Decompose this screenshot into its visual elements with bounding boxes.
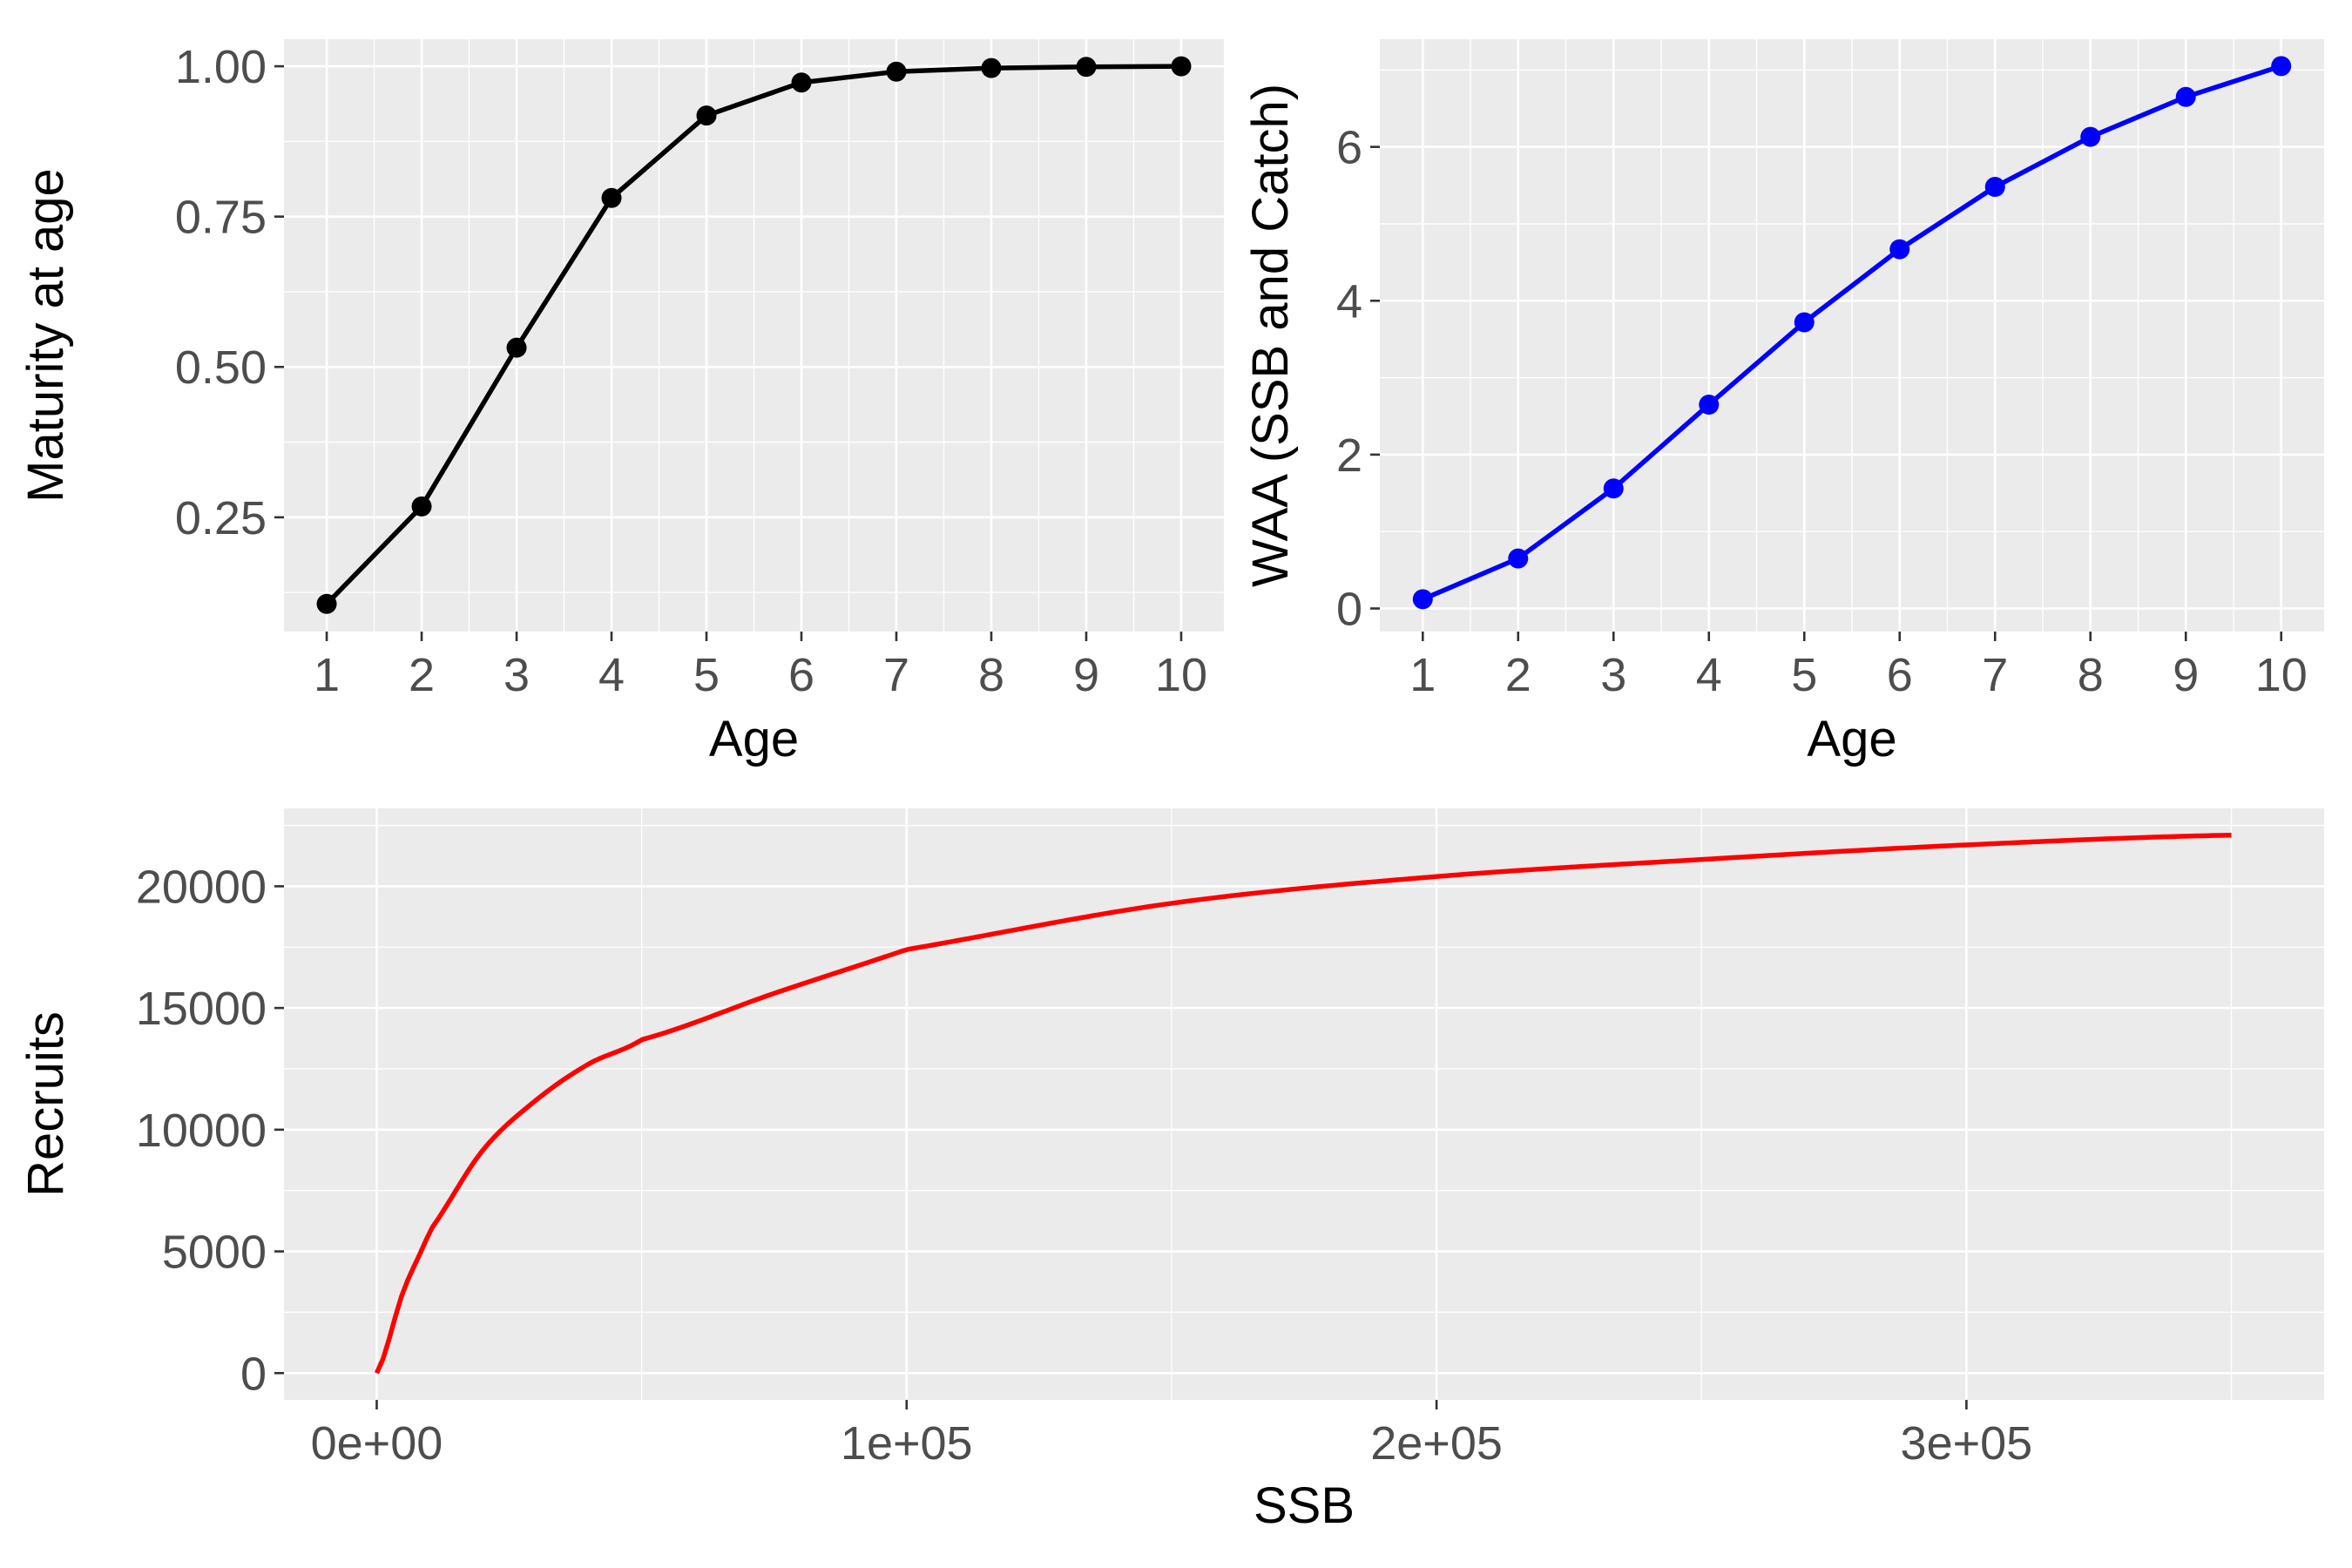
x-tick-label: 8 [978,649,1004,701]
panel-waa: 1 2 3 4 5 6 7 8 9 10 0 2 4 6 Age WAA (SSB and Catch) [1242,39,2324,767]
x-tick-label: 5 [693,649,720,701]
x-axis-title: Age [1807,711,1896,767]
y-axis-title: WAA (SSB and Catch) [1242,84,1299,587]
x-axis-title: Age [709,711,799,767]
data-point [1603,478,1624,499]
data-point [1794,312,1815,333]
x-tick-label: 2 [1505,649,1531,701]
panel-maturity-axes: 1 2 3 4 5 6 7 8 9 10 0.25 0.50 0.75 1.00 Age Maturity a… [17,41,1207,767]
panel-maturity-series [316,56,1192,614]
y-tick-label: 0 [1336,584,1362,636]
y-tick-label: 20000 [136,861,267,913]
x-tick-label: 5 [1791,649,1817,701]
x-tick-label: 2e+05 [1370,1417,1503,1470]
y-tick-label: 0.25 [175,492,267,544]
x-tick-label: 6 [788,649,814,701]
data-point [1171,56,1192,77]
y-tick-label: 2 [1336,429,1362,482]
y-tick-label: 6 [1336,122,1362,174]
data-point [981,57,1002,78]
series-line [325,64,1181,606]
y-tick-label: 0.50 [175,341,267,394]
data-point [1076,57,1097,78]
y-tick-label: 0.75 [175,192,267,244]
series-line [1422,64,2282,602]
data-point [886,61,907,82]
x-tick-label: 7 [1982,649,2008,701]
panel-waa-series [1412,56,2292,610]
data-point [2271,56,2292,77]
x-tick-label: 1 [314,649,340,701]
series-line [374,832,2232,1375]
data-point [2175,86,2196,107]
data-point [696,105,717,126]
x-tick-label: 7 [883,649,909,701]
x-tick-label: 1 [1409,649,1436,701]
x-tick-label: 9 [1073,649,1099,701]
data-point [1699,394,1720,415]
y-tick-label: 4 [1336,275,1362,328]
x-tick-label: 0e+00 [311,1417,443,1470]
data-point [506,337,527,358]
x-tick-label: 10 [2255,649,2308,701]
panel-recruitment: 0e+00 1e+05 2e+05 3e+05 0 5000 10000 15000 20000… [17,808,2324,1534]
panel-recruitment-series [374,832,2232,1375]
data-point [791,72,812,93]
y-tick-label: 10000 [136,1105,267,1157]
data-point [1412,589,1433,610]
x-tick-label: 3e+05 [1901,1417,2033,1470]
x-tick-label: 4 [598,649,625,701]
x-tick-label: 9 [2173,649,2199,701]
panel-waa-axes: 1 2 3 4 5 6 7 8 9 10 0 2 4 6 Age WAA (SSB and Catch) [1242,84,2308,767]
panel-waa-grid [1380,39,2324,632]
x-tick-label: 4 [1696,649,1722,701]
x-tick-label: 3 [504,649,530,701]
y-tick-label: 5000 [162,1227,267,1279]
y-tick-label: 0 [240,1348,267,1400]
x-tick-label: 8 [2078,649,2104,701]
data-point [1984,177,2005,198]
x-tick-label: 10 [1155,649,1207,701]
panel-recruitment-background [284,808,2324,1400]
y-axis-title: Maturity at age [17,168,74,503]
panel-maturity-grid [284,39,1224,632]
panel-recruitment-grid [284,808,2324,1400]
data-point [1508,548,1529,569]
x-tick-label: 3 [1600,649,1626,701]
x-tick-label: 6 [1887,649,1913,701]
data-point [316,593,337,614]
x-tick-label: 2 [409,649,435,701]
y-tick-label: 1.00 [175,41,267,93]
panel-maturity: 1 2 3 4 5 6 7 8 9 10 0.25 0.50 0.75 1.00 Age Maturity a… [17,39,1224,767]
y-axis-title: Recruits [17,1011,74,1197]
data-point [601,187,622,208]
x-tick-label: 1e+05 [841,1417,973,1470]
panel-recruitment-axes: 0e+00 1e+05 2e+05 3e+05 0 5000 10000 15000 20000… [17,861,2032,1534]
y-tick-label: 15000 [136,983,267,1035]
data-point [411,496,432,517]
data-point [2080,126,2101,147]
x-axis-title: SSB [1254,1477,1355,1534]
data-point [1889,239,1910,260]
